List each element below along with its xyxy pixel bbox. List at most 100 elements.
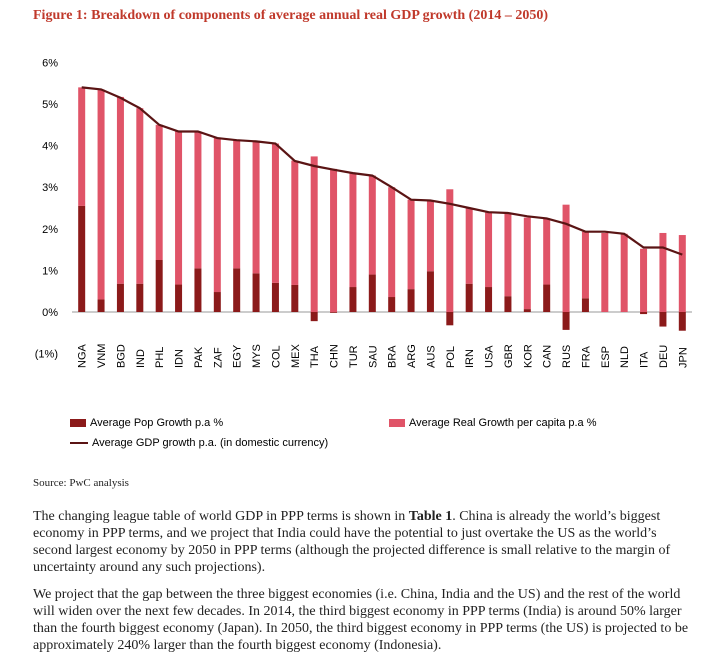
bar-pop-zaf — [213, 292, 221, 312]
x-tick-label: BGD — [115, 344, 127, 368]
bar-pop-sau — [368, 274, 376, 312]
bar-pop-nga — [78, 205, 86, 312]
bar-capita-aus — [426, 200, 434, 272]
bar-capita-bgd — [116, 96, 124, 284]
bar-capita-col — [271, 143, 279, 283]
legend-pop: Average Pop Growth p.a % — [70, 417, 223, 429]
bar-capita-mys — [252, 140, 260, 274]
x-tick-label: ITA — [639, 351, 651, 368]
bar-pop-mys — [252, 273, 260, 312]
bar-pop-can — [543, 284, 551, 312]
bar-capita-egy — [233, 140, 241, 269]
x-tick-label: USA — [484, 345, 496, 368]
x-tick-label: GBR — [503, 344, 515, 368]
bar-pop-phl — [155, 260, 163, 312]
y-tick-label: 1% — [42, 265, 58, 277]
bar-capita-can — [543, 218, 551, 285]
legend-swatch-gdp — [70, 442, 88, 445]
x-tick-label: CHN — [329, 344, 341, 368]
legend-gdp: Average GDP growth p.a. (in domestic cur… — [70, 437, 328, 449]
bar-capita-ita — [640, 248, 648, 312]
y-axis-ticks: 6% 5% 4% 3% 2% 1% 0% (1%) — [35, 57, 692, 361]
y-tick-label: 5% — [42, 99, 58, 111]
x-tick-label: CAN — [542, 345, 554, 368]
bar-pop-tha — [310, 312, 318, 322]
x-tick-label: POL — [445, 346, 457, 368]
bar-capita-jpn — [678, 235, 686, 312]
gdp-growth-line — [81, 86, 683, 256]
bar-capita-tha — [310, 156, 318, 312]
bar-capita-zaf — [213, 137, 221, 293]
x-tick-label: TUR — [348, 345, 360, 368]
x-tick-label: ESP — [600, 346, 612, 368]
paragraph-1: The changing league table of world GDP i… — [33, 508, 693, 576]
bar-pop-gbr — [504, 296, 512, 312]
x-tick-label: IRN — [464, 349, 476, 368]
gdp-growth-chart: 6% 5% 4% 3% 2% 1% 0% (1%) NGA VNM BGD IND PHL IDN PAK… — [35, 57, 692, 369]
x-tick-label: KOR — [522, 344, 534, 368]
legend-swatch-capita — [389, 419, 405, 428]
x-tick-label: VNM — [96, 344, 108, 368]
x-tick-label: NLD — [619, 346, 631, 368]
legend-label-capita: Average Real Growth per capita p.a % — [409, 417, 597, 429]
x-tick-label: BRA — [387, 345, 399, 368]
bar-capita-arg — [407, 199, 415, 290]
bar-capita-gbr — [504, 212, 512, 297]
bar-pop-rus — [562, 312, 570, 330]
bar-pop-mex — [291, 284, 299, 312]
paragraph-2: We project that the gap between the thre… — [33, 587, 689, 653]
bar-pop-tur — [349, 287, 357, 312]
x-tick-label: FRA — [580, 345, 592, 368]
bar-pop-usa — [485, 287, 493, 312]
legend-capita: Average Real Growth per capita p.a % — [389, 417, 597, 429]
x-tick-label: MEX — [290, 344, 302, 369]
y-tick-label: 3% — [42, 182, 58, 194]
bar-capita-idn — [175, 131, 183, 285]
x-tick-label: PAK — [193, 346, 205, 368]
y-tick-label: 6% — [42, 57, 58, 69]
legend-label-gdp: Average GDP growth p.a. (in domestic cur… — [92, 437, 329, 449]
x-axis-ticks: NGA VNM BGD IND PHL IDN PAK ZAF EGY MYS COL MEX THA C… — [77, 344, 690, 369]
legend-swatch-pop — [70, 419, 86, 428]
bars — [78, 87, 686, 331]
x-tick-label: AUS — [425, 345, 437, 368]
bar-pop-col — [271, 282, 279, 312]
x-tick-label: ZAF — [212, 347, 224, 368]
bar-capita-mex — [291, 160, 299, 285]
bar-pop-ind — [136, 283, 144, 312]
x-tick-label: JPN — [677, 347, 689, 368]
y-tick-label: 4% — [42, 141, 58, 153]
x-tick-label: IDN — [174, 349, 186, 368]
x-tick-label: EGY — [232, 344, 244, 368]
bar-pop-vnm — [97, 299, 105, 312]
x-tick-label: ARG — [406, 344, 418, 368]
paragraph-1-bold: Table 1 — [408, 509, 453, 524]
paragraph-1-after: . China is already the world’s biggest e… — [33, 509, 671, 575]
bar-capita-nga — [78, 87, 86, 206]
x-tick-label: RUS — [561, 345, 573, 368]
paragraph-1-before: The changing league table of world GDP i… — [33, 509, 409, 524]
bar-pop-chn — [330, 312, 338, 313]
bar-pop-irn — [465, 283, 473, 312]
x-tick-label: MYS — [251, 344, 263, 368]
x-tick-label: PHL — [154, 347, 166, 368]
bar-capita-tur — [349, 173, 357, 288]
bar-pop-bgd — [116, 283, 124, 312]
y-tick-label: 0% — [42, 307, 58, 319]
bar-capita-deu — [659, 232, 667, 312]
x-tick-label: THA — [309, 345, 321, 368]
source-note: Source: PwC analysis — [33, 477, 129, 489]
bar-capita-esp — [601, 232, 609, 312]
bar-capita-irn — [465, 208, 473, 284]
bar-capita-pak — [194, 131, 202, 269]
bar-capita-usa — [485, 212, 493, 288]
legend-label-pop: Average Pop Growth p.a % — [90, 417, 224, 429]
bar-pop-kor — [523, 309, 531, 312]
bar-capita-kor — [523, 217, 531, 310]
bar-capita-fra — [581, 231, 589, 299]
bar-capita-ind — [136, 108, 144, 284]
x-tick-label: SAU — [367, 345, 379, 368]
x-tick-label: DEU — [658, 345, 670, 368]
bar-capita-nld — [620, 233, 628, 312]
bar-pop-ita — [640, 312, 648, 315]
